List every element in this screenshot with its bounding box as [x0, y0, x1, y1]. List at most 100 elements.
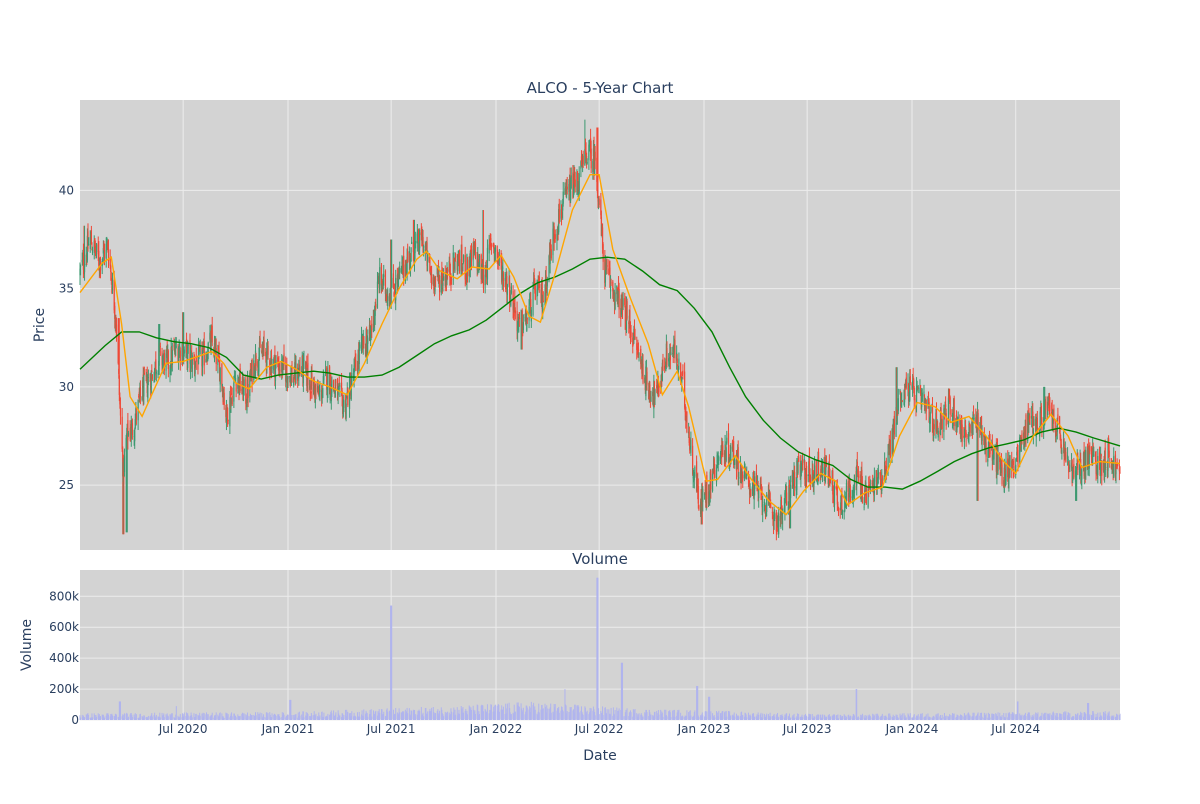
volume-bar — [341, 716, 343, 720]
volume-bar — [398, 713, 400, 720]
volume-bar — [957, 715, 959, 720]
volume-bar — [889, 715, 891, 720]
volume-bar — [941, 714, 943, 720]
candle-body — [221, 364, 223, 387]
volume-bar — [159, 717, 161, 720]
volume-bar — [689, 711, 691, 720]
volume-bar — [235, 715, 237, 720]
candle-body — [686, 411, 688, 433]
candle-body — [434, 276, 436, 292]
volume-bar — [319, 715, 321, 720]
volume-bar — [1004, 717, 1006, 720]
candle-body — [549, 247, 551, 264]
volume-bar — [796, 713, 798, 720]
volume-bar — [1096, 716, 1098, 720]
candle-body — [630, 331, 632, 338]
candle-body — [548, 255, 550, 282]
candle-body — [731, 441, 734, 450]
volume-bar — [470, 707, 472, 720]
candle-body — [440, 275, 442, 293]
volume-bar — [243, 713, 245, 720]
candle-body — [801, 459, 804, 465]
candle-body — [665, 364, 667, 371]
candle-body — [191, 355, 193, 372]
candle-body — [239, 368, 241, 391]
volume-bar — [383, 711, 385, 720]
volume-bar — [258, 713, 260, 720]
volume-bar — [770, 716, 772, 720]
volume-bar — [85, 714, 87, 720]
volume-bar — [988, 717, 990, 720]
candle-body — [1066, 455, 1069, 460]
volume-bar — [239, 716, 241, 720]
candle-body — [905, 377, 907, 388]
volume-bar — [925, 714, 927, 720]
volume-bar — [662, 716, 664, 720]
volume-bar — [1094, 717, 1096, 720]
candle-body — [243, 379, 245, 389]
candle-body — [628, 322, 630, 324]
volume-bar — [604, 707, 606, 720]
candle-body — [661, 362, 663, 381]
volume-bar — [390, 605, 392, 720]
volume-bar — [693, 715, 695, 720]
volume-bar — [226, 713, 228, 720]
candle-body — [225, 405, 228, 421]
volume-bar — [949, 714, 951, 720]
volume-bar — [888, 713, 890, 720]
candle-body — [355, 360, 357, 371]
volume-bar — [722, 711, 724, 720]
candle-body — [984, 438, 987, 443]
volume-bar — [1087, 702, 1089, 720]
candle-body — [315, 383, 317, 391]
volume-bar — [473, 709, 475, 720]
volume-bar — [310, 713, 312, 720]
candle-body — [556, 234, 558, 241]
volume-bar — [795, 717, 797, 720]
candle-body — [792, 474, 795, 487]
volume-bar — [138, 717, 140, 720]
volume-bar — [521, 711, 523, 720]
candle-body — [322, 387, 324, 398]
candle-body — [976, 411, 979, 414]
volume-bar — [612, 707, 614, 720]
volume-bar — [764, 717, 766, 720]
candle-body — [808, 455, 811, 473]
candle-body — [924, 401, 926, 404]
candle-body — [727, 433, 730, 463]
volume-bar — [1044, 717, 1046, 720]
candle-body — [917, 387, 919, 389]
volume-bar — [589, 707, 591, 720]
candle-body — [466, 257, 469, 276]
volume-bar — [853, 714, 855, 720]
volume-bar — [900, 718, 902, 720]
volume-bar — [752, 713, 754, 720]
volume-bar — [996, 715, 998, 720]
candle-body — [649, 384, 651, 399]
candle-body — [513, 306, 515, 317]
volume-bar — [437, 709, 439, 720]
volume-bar — [410, 710, 412, 720]
volume-bar — [1068, 716, 1070, 720]
volume-bar — [787, 715, 789, 720]
volume-bar — [459, 713, 461, 720]
candle-body — [763, 501, 766, 504]
candle-body — [512, 291, 514, 311]
candle-body — [441, 270, 443, 276]
candle-body — [501, 271, 503, 281]
candle-body — [1118, 468, 1121, 472]
volume-bar — [167, 716, 169, 720]
volume-bar — [233, 713, 235, 720]
candle-body — [141, 396, 143, 400]
candle-body — [158, 346, 160, 366]
volume-bar — [162, 715, 164, 720]
volume-bar — [576, 706, 578, 720]
price-chart-title: ALCO - 5-Year Chart — [527, 79, 674, 97]
candle-body — [883, 478, 885, 482]
volume-bar — [199, 715, 201, 720]
volume-bar — [448, 712, 450, 720]
volume-bar — [149, 716, 151, 720]
candle-body — [698, 505, 700, 510]
candle-body — [588, 143, 591, 148]
candle-body — [828, 463, 830, 479]
